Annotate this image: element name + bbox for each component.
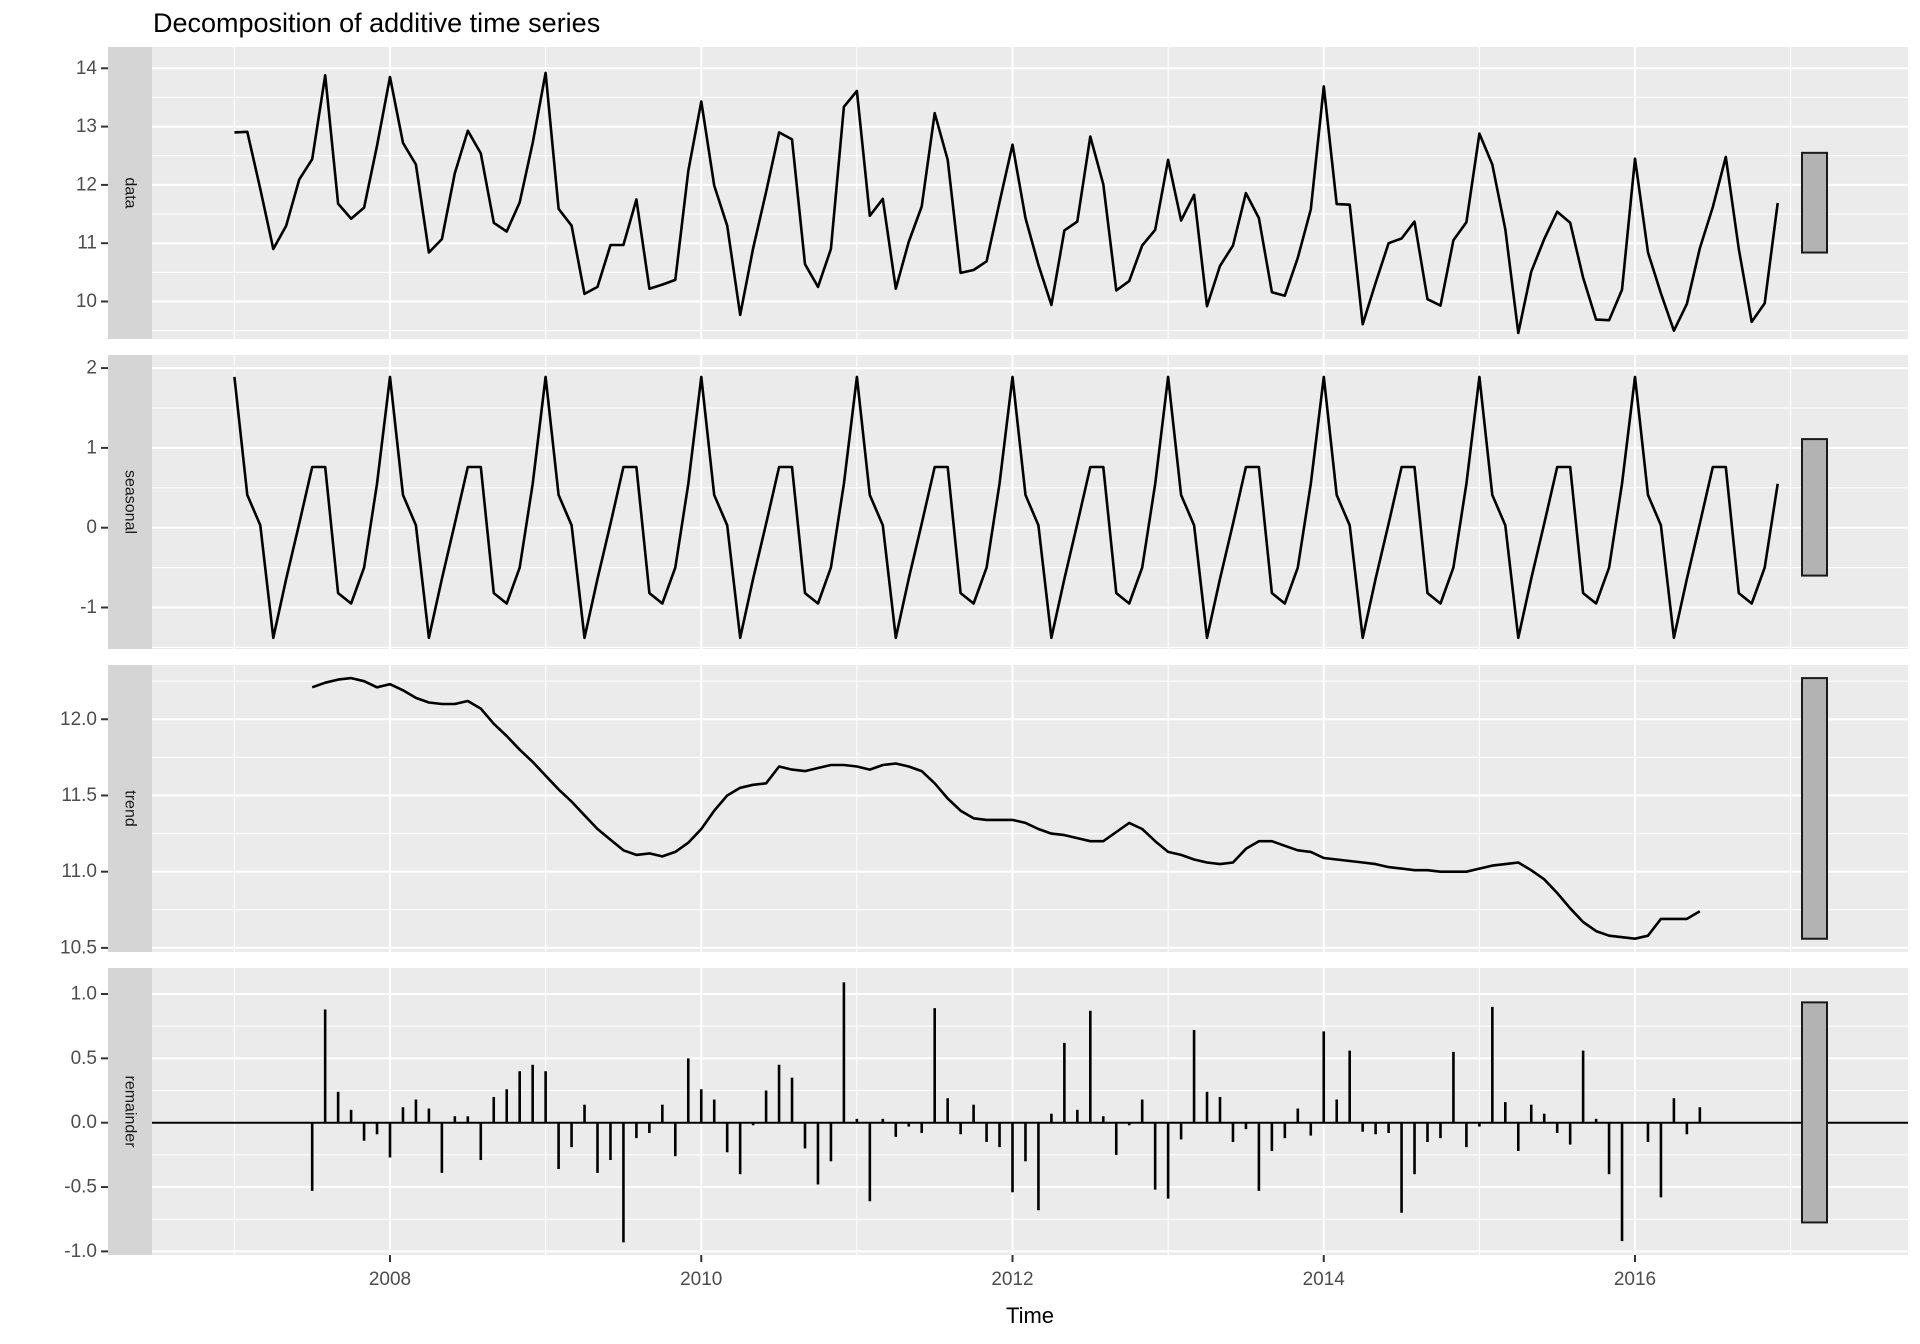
scale-range-bar-trend <box>1801 677 1828 940</box>
y-tick-label: 1 <box>86 437 97 458</box>
data-line <box>234 71 1779 335</box>
y-tick-label: 2 <box>86 358 97 379</box>
x-tick-label: 2016 <box>1614 1269 1656 1290</box>
scale-range-bar-data <box>1801 151 1828 254</box>
strip-label-remainder: remainder <box>122 1075 139 1148</box>
y-tick-label: 12 <box>76 174 97 195</box>
panel-trend <box>152 665 1908 952</box>
y-tick-label: 13 <box>76 116 97 137</box>
y-tick-label: 12.0 <box>60 709 97 730</box>
strip-label-trend: trend <box>122 790 139 826</box>
y-tick-label: 1.0 <box>71 983 97 1004</box>
x-tick-label: 2010 <box>680 1269 722 1290</box>
x-tick-label: 2008 <box>369 1269 411 1290</box>
y-tick-label: 0.5 <box>71 1048 97 1069</box>
y-tick-label: -0.5 <box>64 1177 97 1198</box>
x-tick-label: 2012 <box>991 1269 1033 1290</box>
trend-line <box>311 676 1701 940</box>
plot-title: Decomposition of additive time series <box>153 8 601 38</box>
y-tick-label: 10.5 <box>60 937 97 958</box>
strip-trend <box>108 665 152 952</box>
strip-remainder <box>108 968 152 1255</box>
y-tick-label: -1 <box>80 597 97 618</box>
strip-data <box>108 47 152 339</box>
panel-data <box>152 47 1908 339</box>
x-tick-label: 2014 <box>1303 1269 1346 1290</box>
strip-label-seasonal: seasonal <box>122 470 139 534</box>
panel-seasonal <box>152 355 1908 649</box>
scale-range-bar-seasonal <box>1801 438 1828 577</box>
y-tick-label: 14 <box>76 58 98 79</box>
scale-range-bar-remainder <box>1801 1001 1828 1224</box>
panel-remainder <box>152 968 1908 1255</box>
x-axis-title: Time <box>1005 1303 1055 1328</box>
strip-label-data: data <box>122 177 139 208</box>
y-tick-label: 0.0 <box>71 1112 97 1133</box>
strip-seasonal <box>108 355 152 649</box>
y-tick-label: 11 <box>77 233 97 254</box>
y-tick-label: 10 <box>76 291 97 312</box>
seasonal-line <box>233 375 1779 640</box>
y-tick-label: 11.5 <box>61 785 97 806</box>
y-tick-label: 11.0 <box>61 861 97 882</box>
y-tick-label: 0 <box>86 517 97 538</box>
y-tick-label: -1.0 <box>64 1241 97 1262</box>
